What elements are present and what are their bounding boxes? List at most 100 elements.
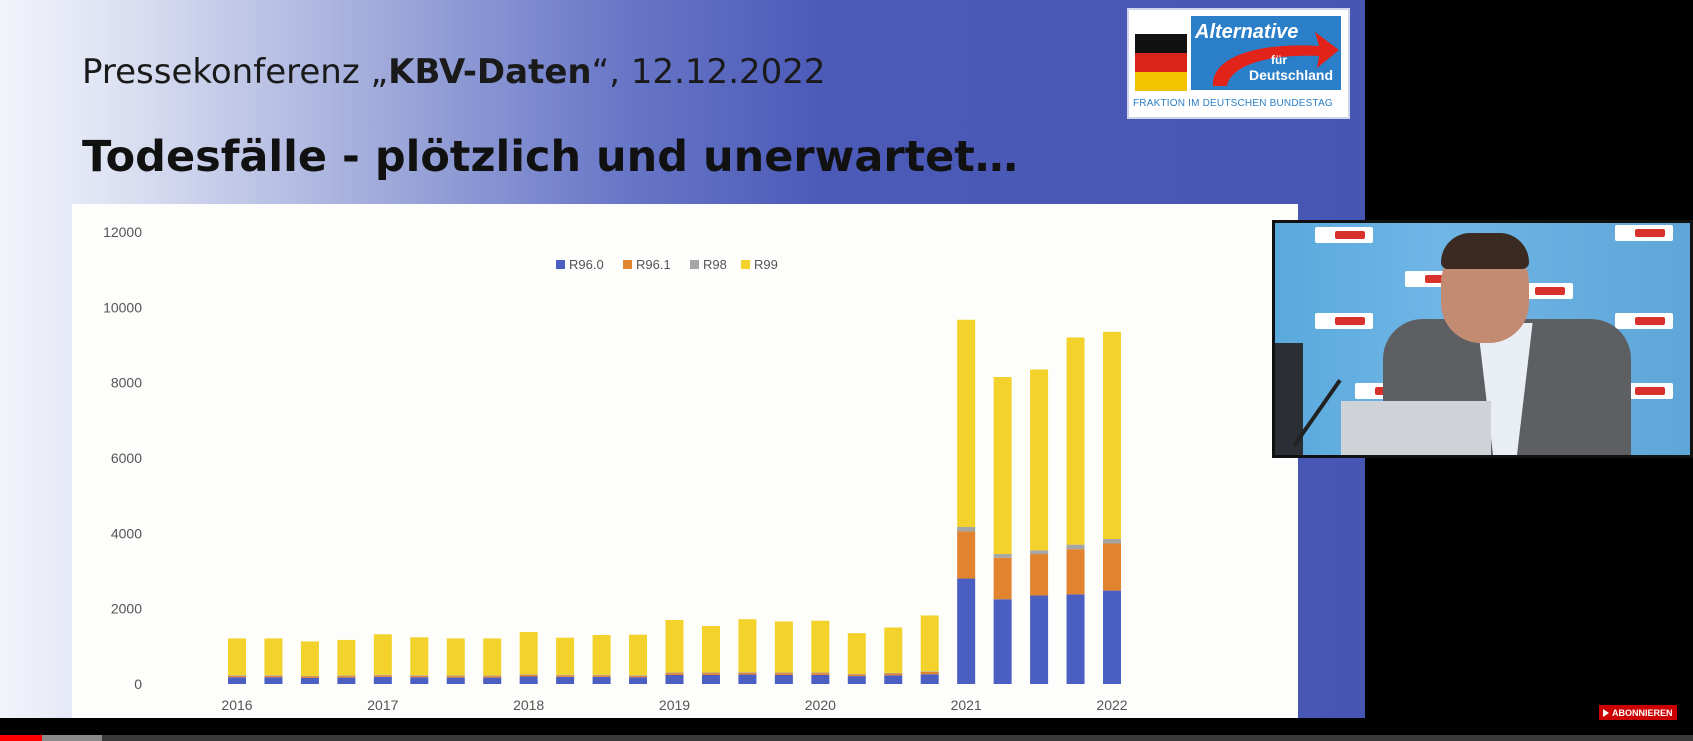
x-tick-label: 2017 <box>367 697 398 713</box>
bar-segment <box>993 557 1012 600</box>
logo-name-line1: Alternative <box>1194 21 1298 43</box>
slide-title: Todesfälle - plötzlich und unerwartet… <box>82 132 1018 182</box>
legend-label: R98 <box>703 257 727 272</box>
bar-segment <box>592 675 611 677</box>
bar-segment <box>446 676 465 678</box>
legend-label: R96.1 <box>636 257 671 272</box>
bar-segment <box>592 635 611 675</box>
x-tick-label: 2022 <box>1096 697 1127 713</box>
bar-segment <box>264 675 283 676</box>
bar-segment <box>884 675 903 684</box>
y-tick-label: 4000 <box>111 525 142 541</box>
bar-segment <box>665 672 684 674</box>
bar-segment <box>300 675 319 677</box>
stacked-bar-chart: R96.0 R96.1 R98 R99 0 2000 4000 6000 8000 10000 1… <box>103 224 1128 713</box>
bar-segment <box>228 677 246 684</box>
bar-segment <box>738 672 757 675</box>
bar-segment <box>957 526 976 532</box>
bar-segment <box>701 673 720 675</box>
logo-arrow-icon: Alternative für Deutschland <box>1191 16 1341 90</box>
bar-segment <box>300 677 319 684</box>
bar-segment <box>920 671 939 675</box>
y-tick-label: 10000 <box>103 299 142 315</box>
flag-icon <box>1135 34 1187 92</box>
bar-segment <box>410 637 429 676</box>
legend-swatch <box>623 260 632 269</box>
bar-segment <box>884 673 903 676</box>
bar-segment <box>957 531 976 579</box>
bar-segment <box>556 637 575 675</box>
y-tick-label: 2000 <box>111 601 142 617</box>
video-progress-bar[interactable] <box>0 735 1693 741</box>
legend-swatch <box>741 260 750 269</box>
bar-segment <box>483 676 502 678</box>
bar-segment <box>410 677 429 684</box>
subtitle-suffix: “, 12.12.2022 <box>591 52 826 92</box>
y-tick-label: 8000 <box>111 375 142 391</box>
bar-segment <box>1103 331 1121 539</box>
bar-segment <box>228 675 246 676</box>
bar-segment <box>519 676 538 684</box>
progress-played <box>0 735 43 741</box>
bar-segment <box>774 621 793 673</box>
chart-panel: R96.0 R96.1 R98 R99 0 2000 4000 6000 8000 10000 1… <box>72 204 1298 718</box>
bar-segment <box>337 677 356 684</box>
bar-segment <box>774 673 793 675</box>
bar-segment <box>1030 554 1049 596</box>
bar-segment <box>373 675 392 677</box>
bar-segment <box>483 675 502 677</box>
bar-segment <box>811 620 830 673</box>
bar-segment <box>629 675 648 678</box>
logo-subline: FRAKTION IM DEUTSCHEN BUNDESTAG <box>1133 98 1333 109</box>
x-tick-label: 2018 <box>513 697 544 713</box>
bar-segment <box>847 674 866 675</box>
bar-segment <box>337 676 356 678</box>
bar-segment <box>264 638 283 676</box>
bar-segment <box>1066 337 1085 545</box>
bar-segment <box>1066 549 1085 595</box>
bar-segment <box>738 672 757 673</box>
bar-segment <box>410 675 429 678</box>
play-icon <box>1603 708 1609 717</box>
bar-segment <box>957 578 976 684</box>
bar-segment <box>1103 538 1121 544</box>
bar-segment <box>884 627 903 673</box>
x-tick-label: 2019 <box>659 697 690 713</box>
x-axis: 2016 2017 2018 2019 2020 2021 2022 <box>221 697 1127 713</box>
bar-segment <box>629 634 648 676</box>
subscribe-button[interactable]: ABONNIEREN <box>1599 705 1677 720</box>
speaker-webcam-overlay <box>1272 220 1693 458</box>
logo-name-line2: für <box>1271 53 1287 67</box>
bar-segment <box>665 619 684 673</box>
bar-segment <box>774 672 793 674</box>
bar-segment <box>920 615 939 672</box>
bar-segment <box>264 677 283 684</box>
bar-segment <box>373 676 392 684</box>
bar-segment <box>847 676 866 684</box>
bar-segment <box>1030 369 1049 551</box>
bar-segment <box>884 672 903 674</box>
bar-segment <box>629 675 648 676</box>
bar-segment <box>373 674 392 676</box>
y-tick-label: 6000 <box>111 450 142 466</box>
bar-segment <box>410 675 429 676</box>
bar-segment <box>228 638 246 676</box>
bar-segment <box>1066 594 1085 684</box>
bar-segment <box>264 675 283 678</box>
party-logo: Alternative für Deutschland FRAKTION IM … <box>1127 8 1350 119</box>
bar-segment <box>446 677 465 684</box>
bar-segment <box>519 632 538 675</box>
subtitle-prefix: Pressekonferenz „ <box>82 52 389 92</box>
bar-segment <box>1103 590 1121 684</box>
bar-segment <box>300 641 319 676</box>
bar-segment <box>373 634 392 675</box>
bar-segment <box>993 554 1012 558</box>
bar-segment <box>1030 550 1049 555</box>
legend-label: R99 <box>754 257 778 272</box>
bar-segment <box>446 675 465 677</box>
bar-segment <box>920 671 939 672</box>
bar-segment <box>811 674 830 684</box>
x-tick-label: 2020 <box>805 697 836 713</box>
bar-segment <box>701 674 720 684</box>
bar-segment <box>738 619 757 673</box>
